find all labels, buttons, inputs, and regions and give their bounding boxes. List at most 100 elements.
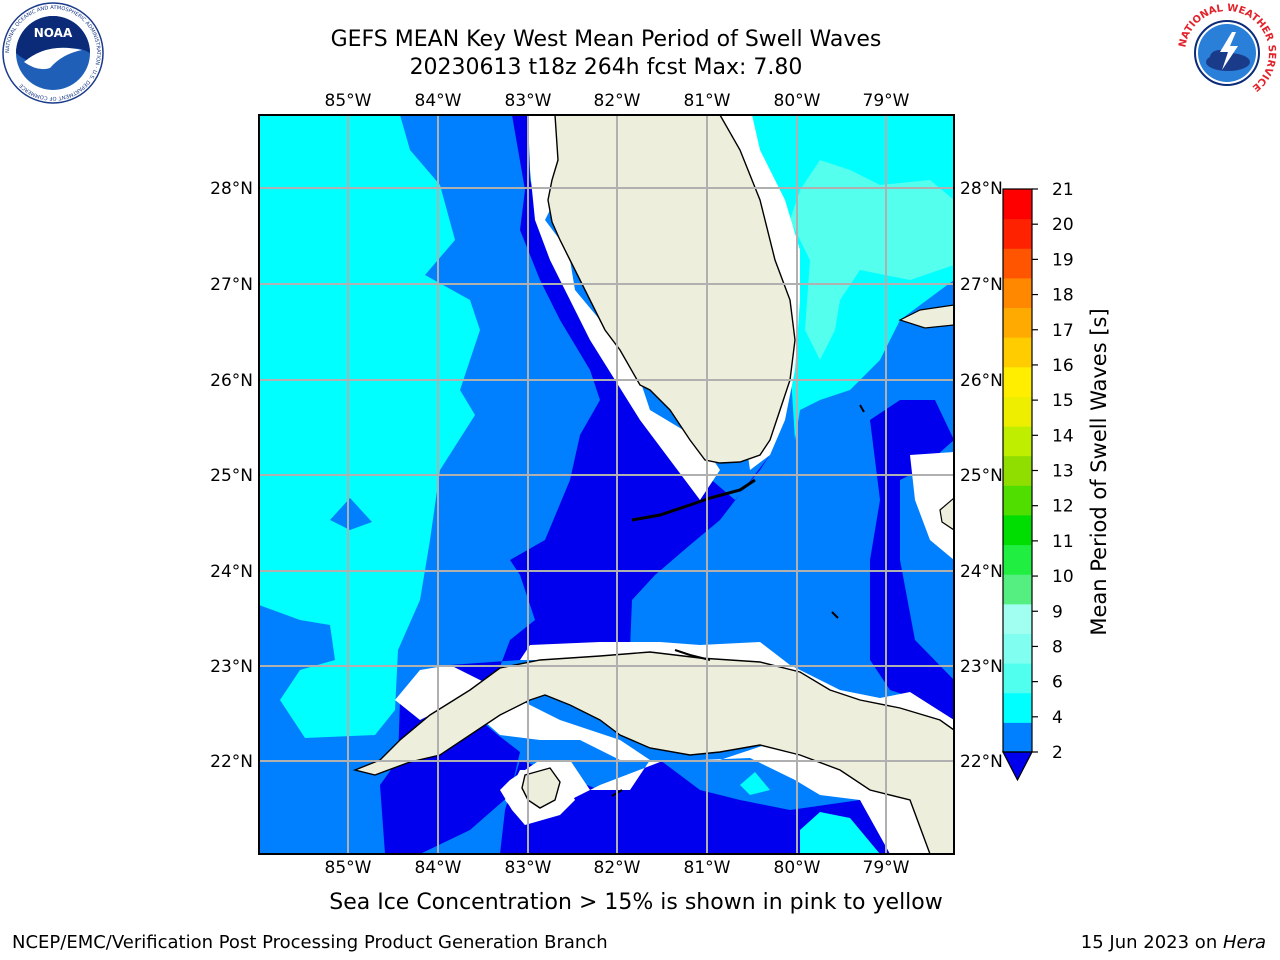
colorbar-segment — [1003, 277, 1032, 309]
colorbar-segment — [1003, 337, 1032, 368]
colorbar-tick-label: 20 — [1052, 215, 1074, 235]
colorbar-segment — [1003, 544, 1032, 575]
colorbar-tick-label: 17 — [1052, 321, 1074, 341]
lon-tick-top: 81°W — [684, 91, 731, 111]
colorbar-tick-label: 9 — [1052, 602, 1063, 622]
colorbar-tick-label: 10 — [1052, 567, 1074, 587]
footer-date-text: 15 Jun 2023 on — [1080, 932, 1223, 953]
lon-tick-bottom: 85°W — [325, 858, 372, 878]
region-4-6s-west — [259, 115, 480, 738]
colorbar-segment — [1003, 189, 1032, 220]
region-6-8s-east — [790, 160, 954, 360]
lon-tick-top: 82°W — [594, 91, 641, 111]
lat-ticks-right: 28°N 27°N 26°N 25°N 24°N 23°N 22°N — [960, 179, 1003, 772]
colorbar-segment — [1003, 485, 1032, 516]
lon-tick-bottom: 81°W — [684, 858, 731, 878]
region-4-6s-south-2 — [740, 772, 770, 795]
region-4-6s-patch — [330, 498, 372, 530]
lon-tick-top: 83°W — [505, 91, 552, 111]
colorbar-tick-label: 21 — [1052, 180, 1074, 200]
colorbar-tick-label: 18 — [1052, 286, 1074, 306]
colorbar-label: Mean Period of Swell Waves [s] — [1087, 308, 1111, 635]
land-small-keys — [611, 404, 865, 797]
colorbar-extend-arrow — [1002, 751, 1033, 782]
land-florida-keys — [631, 478, 756, 522]
lon-tick-bottom: 82°W — [594, 858, 641, 878]
colorbar-tick-label: 12 — [1052, 497, 1074, 517]
lat-tick-right: 26°N — [960, 371, 1003, 391]
colorbar-segment — [1003, 307, 1032, 338]
lon-tick-bottom: 79°W — [863, 858, 910, 878]
colorbar-segment — [1003, 692, 1032, 723]
lon-tick-top: 84°W — [415, 91, 462, 111]
land-florida — [547, 115, 796, 464]
region-4-6s-south — [800, 812, 880, 854]
lon-ticks-bottom: 85°W 84°W 83°W 82°W 81°W 80°W 79°W — [325, 858, 910, 878]
colorbar-tick-label: 13 — [1052, 462, 1074, 482]
colorbar-segment — [1003, 248, 1032, 279]
colorbar-tick-label: 14 — [1052, 426, 1074, 446]
colorbar-tick-label: 11 — [1052, 532, 1074, 552]
colorbar-segment — [1003, 218, 1032, 249]
lon-tick-top: 80°W — [774, 91, 821, 111]
region-below-2s-east — [870, 400, 954, 740]
colorbar-segment — [1003, 722, 1032, 753]
lat-tick-left: 23°N — [210, 657, 253, 677]
lat-tick-right: 25°N — [960, 466, 1003, 486]
colorbar-segment — [1003, 426, 1032, 457]
swell-period-field — [259, 115, 954, 854]
colorbar-tick-label: 8 — [1052, 637, 1063, 657]
noaa-logo-text: NOAA — [34, 26, 73, 40]
colorbar-tick-label: 2 — [1052, 743, 1063, 763]
lon-tick-bottom: 80°W — [774, 858, 821, 878]
map-gridlines — [259, 115, 954, 854]
colorbar-segment — [1003, 663, 1032, 694]
footer-host: Hera — [1222, 932, 1266, 953]
colorbar-segment — [1003, 514, 1032, 546]
lat-tick-right: 28°N — [960, 179, 1003, 199]
colorbar-segment — [1003, 574, 1032, 605]
colorbar-tick-label: 16 — [1052, 356, 1074, 376]
lat-tick-right: 27°N — [960, 275, 1003, 295]
lon-tick-bottom: 83°W — [505, 858, 552, 878]
lon-tick-top: 85°W — [325, 91, 372, 111]
lat-ticks-left: 28°N 27°N 26°N 25°N 24°N 23°N 22°N — [210, 179, 253, 772]
land-cuba — [352, 651, 954, 854]
nws-logo: NATIONAL WEATHER SERVICE — [1177, 3, 1277, 103]
lat-tick-right: 22°N — [960, 752, 1003, 772]
lon-ticks-top: 85°W 84°W 83°W 82°W 81°W 80°W 79°W — [325, 91, 910, 111]
lat-tick-left: 28°N — [210, 179, 253, 199]
footer-credit: NCEP/EMC/Verification Post Processing Pr… — [12, 932, 608, 953]
land-andros — [939, 497, 954, 531]
lat-tick-left: 25°N — [210, 466, 253, 486]
sea-ice-note: Sea Ice Concentration > 15% is shown in … — [329, 890, 943, 915]
lat-tick-right: 23°N — [960, 657, 1003, 677]
colorbar-tick-label: 19 — [1052, 250, 1074, 270]
lat-tick-left: 22°N — [210, 752, 253, 772]
colorbar-tick-label: 4 — [1052, 708, 1063, 728]
region-missing-bahamas — [910, 452, 954, 560]
land-isle-of-youth — [521, 767, 561, 809]
noaa-logo: NATIONAL OCEANIC AND ATMOSPHERIC ADMINIS… — [2, 2, 104, 104]
colorbar-segment — [1003, 455, 1032, 486]
colorbar-segment — [1003, 396, 1032, 427]
lat-tick-right: 24°N — [960, 562, 1003, 582]
lat-tick-left: 26°N — [210, 371, 253, 391]
footer-date: 15 Jun 2023 on Hera — [1081, 932, 1266, 953]
colorbar-tick-label: 15 — [1052, 391, 1074, 411]
colorbar-segment — [1003, 366, 1032, 397]
lon-tick-bottom: 84°W — [415, 858, 462, 878]
map-subtitle: 20230613 t18z 264h fcst Max: 7.80 — [409, 55, 803, 80]
lat-tick-left: 24°N — [210, 562, 253, 582]
lat-tick-left: 27°N — [210, 275, 253, 295]
map-title: GEFS MEAN Key West Mean Period of Swell … — [330, 27, 882, 52]
colorbar: 2 4 6 8 9 10 11 12 13 14 15 16 17 18 19 20 21 — [1002, 180, 1074, 782]
colorbar-segment — [1003, 603, 1032, 634]
colorbar-tick-label: 6 — [1052, 673, 1063, 693]
region-below-2s-strait — [380, 115, 770, 854]
map-frame — [258, 114, 955, 855]
colorbar-segment — [1003, 633, 1032, 664]
region-missing-west-florida — [528, 115, 720, 500]
lon-tick-top: 79°W — [863, 91, 910, 111]
